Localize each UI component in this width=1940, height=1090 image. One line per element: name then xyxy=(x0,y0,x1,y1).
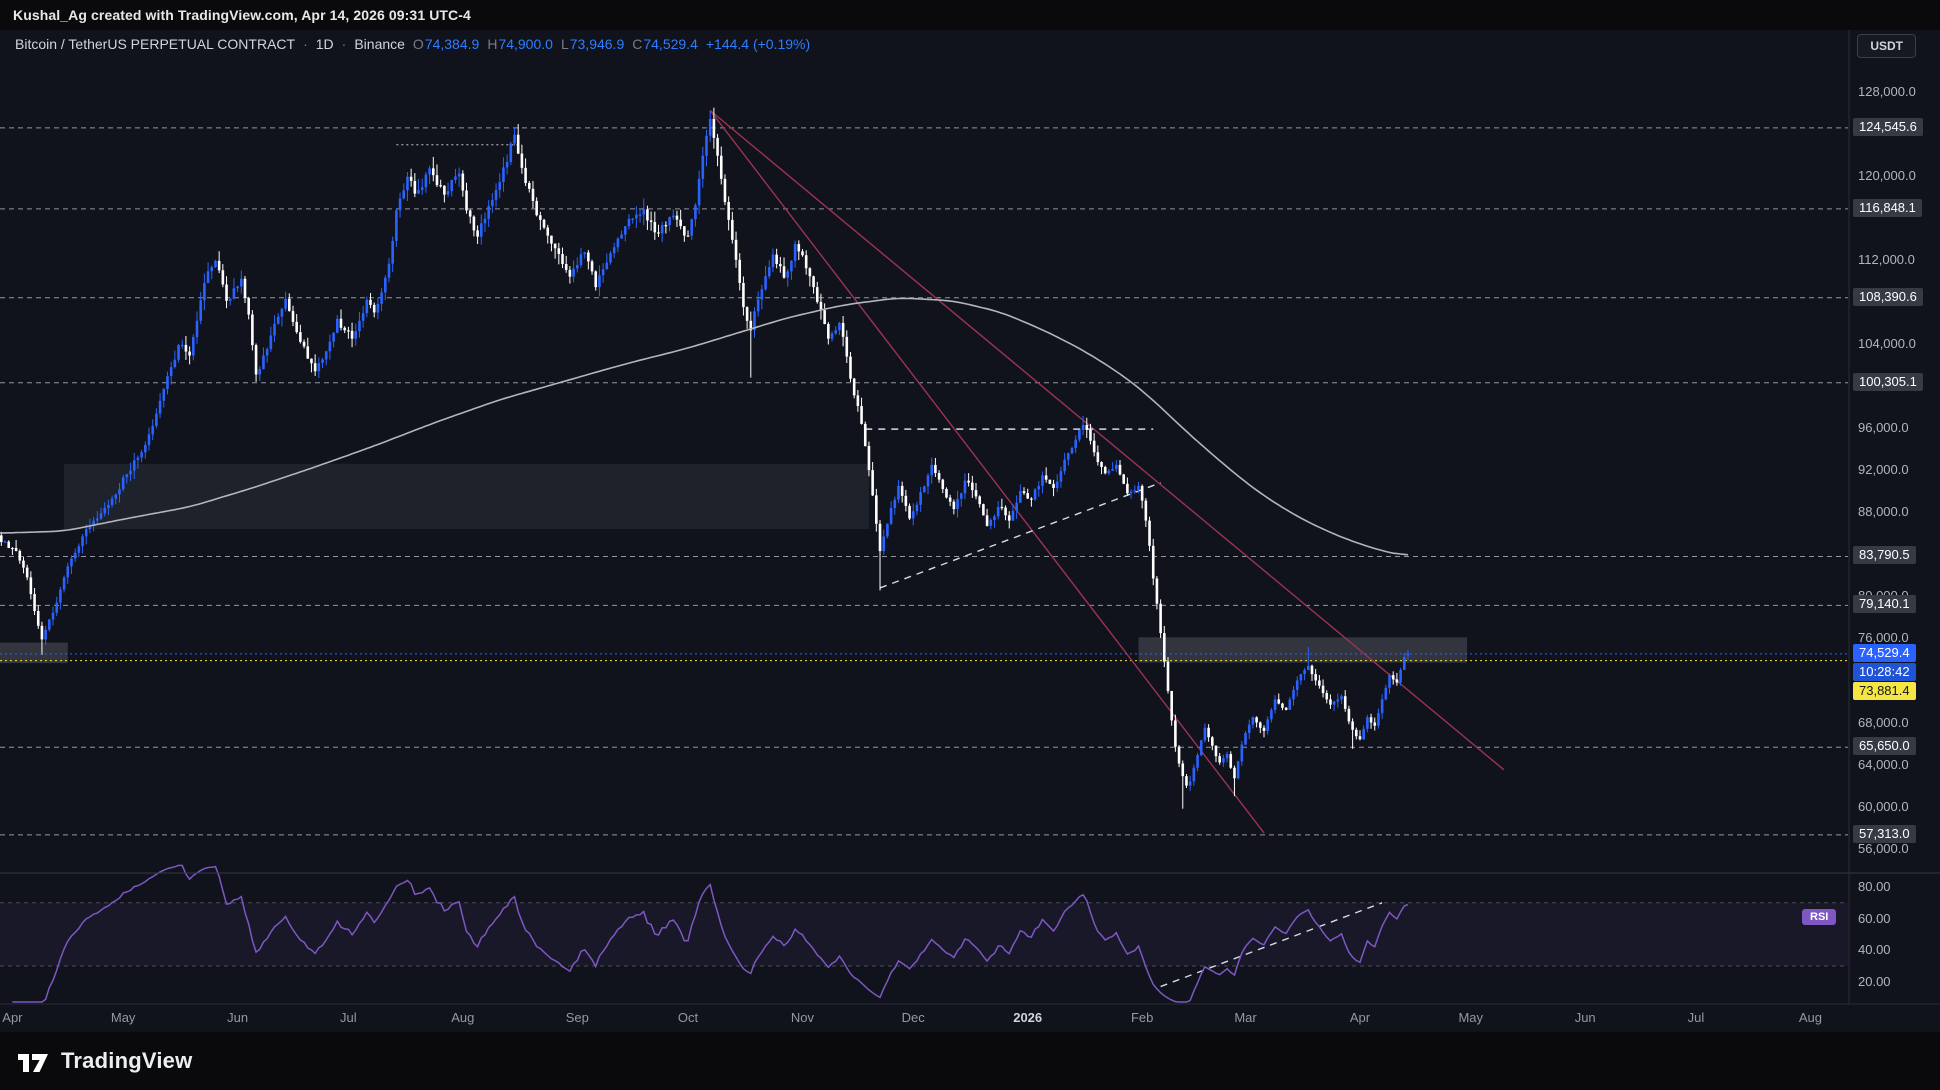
tradingview-brand-text[interactable]: TradingView xyxy=(61,1048,193,1073)
pane-separators xyxy=(0,30,1940,1005)
rsi-band xyxy=(0,902,1848,966)
low-label: L xyxy=(560,36,569,52)
close-value: 74,529.4 xyxy=(643,36,698,52)
close-label: C xyxy=(632,36,643,52)
low-value: 73,946.9 xyxy=(569,36,625,52)
level-lines-layer[interactable] xyxy=(0,127,1848,836)
price-scale[interactable] xyxy=(1849,30,1940,1004)
currency-toggle-button[interactable]: USDT xyxy=(1857,34,1916,58)
watermark-text: Kushal_Ag created with TradingView.com, … xyxy=(13,7,471,23)
open-label: O xyxy=(412,36,424,52)
high-label: H xyxy=(487,36,498,52)
rsi-pane[interactable] xyxy=(0,864,1848,1003)
moving-average-line[interactable] xyxy=(0,297,1409,556)
rsi-line xyxy=(12,864,1409,1003)
zones-layer[interactable] xyxy=(0,463,1468,664)
tradingview-logo-icon[interactable] xyxy=(16,1047,50,1075)
symbol-title[interactable]: Bitcoin / TetherUS PERPETUAL CONTRACT xyxy=(15,36,296,52)
close-ohlc: C74,529.4 xyxy=(632,36,698,52)
candlestick-series xyxy=(0,107,1410,809)
open-ohlc: O74,384.9 xyxy=(413,36,479,52)
high-ohlc: H74,900.0 xyxy=(487,36,553,52)
demand-zone-left[interactable] xyxy=(0,642,68,664)
footer-bar: TradingView xyxy=(0,1032,1940,1090)
watermark-bar: Kushal_Ag created with TradingView.com, … xyxy=(0,0,1940,30)
high-value: 74,900.0 xyxy=(498,36,553,52)
demand-zone-right[interactable] xyxy=(1138,637,1468,663)
overlay-lines-layer[interactable] xyxy=(0,297,1848,655)
open-value: 74,384.9 xyxy=(424,36,480,52)
interval-label[interactable]: 1D xyxy=(315,36,334,52)
change-value: +144.4 (+0.19%) xyxy=(705,36,811,52)
ascending-support-trendline[interactable] xyxy=(879,482,1161,589)
rsi-ascending-trendline[interactable] xyxy=(1160,902,1383,988)
time-axis[interactable] xyxy=(0,1004,1849,1032)
supply-zone[interactable] xyxy=(64,463,869,530)
separator-dot: · xyxy=(303,36,308,52)
low-ohlc: L73,946.9 xyxy=(561,36,624,52)
exchange-label[interactable]: Binance xyxy=(354,36,405,52)
symbol-legend: Bitcoin / TetherUS PERPETUAL CONTRACT · … xyxy=(0,30,810,58)
descending-trendline-shallow[interactable] xyxy=(709,109,1505,771)
separator-dot: · xyxy=(341,36,347,52)
